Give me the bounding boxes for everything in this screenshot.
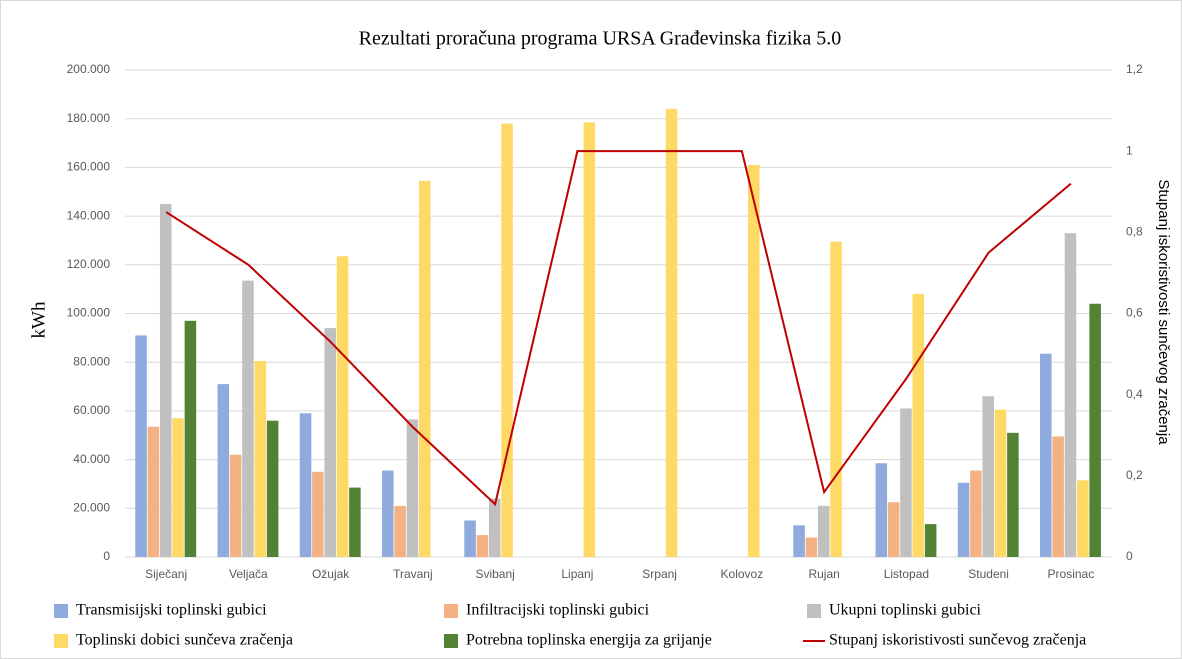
x-tick-label: Veljača [229, 567, 268, 581]
bar [817, 505, 830, 557]
bar [887, 502, 900, 557]
legend-label: Infiltracijski toplinski gubici [466, 602, 650, 619]
bar [394, 505, 406, 557]
bar [147, 426, 160, 557]
y-tick-label: 180.000 [67, 111, 111, 125]
bar [1089, 303, 1101, 557]
chart-title: Rezultati proračuna programa URSA Građev… [359, 28, 842, 50]
y-tick-label: 60.000 [73, 403, 110, 417]
legend-label: Stupanj iskoristivosti sunčevog zračenja [829, 632, 1086, 649]
bar [266, 420, 279, 557]
bar [583, 122, 596, 557]
y-tick-label: 160.000 [67, 160, 111, 174]
legend-label: Transmisijski toplinski gubici [76, 602, 267, 619]
bar [242, 280, 254, 557]
bar [665, 108, 678, 558]
bar [229, 454, 242, 557]
bar [924, 524, 937, 557]
legend-marker [54, 634, 68, 648]
bar [382, 470, 394, 557]
legend-marker [444, 604, 458, 618]
legend-marker [54, 604, 68, 618]
y-axis-label: kWh [28, 301, 49, 338]
bar [312, 471, 324, 557]
bar [464, 520, 476, 557]
bar [488, 498, 501, 557]
bar [336, 256, 349, 557]
y-tick-label: 80.000 [73, 354, 110, 368]
x-tick-label: Kolovoz [721, 567, 764, 581]
bar [875, 463, 888, 557]
bar [1052, 436, 1064, 557]
bar [476, 535, 489, 557]
x-tick-label: Rujan [808, 567, 839, 581]
bar [254, 360, 267, 557]
y-tick-label: 140.000 [67, 208, 111, 222]
y2-tick-label: 0 [1126, 549, 1133, 563]
y-tick-label: 120.000 [67, 257, 111, 271]
bar [1040, 353, 1052, 557]
y-tick-label: 20.000 [73, 500, 110, 514]
bar [419, 180, 431, 558]
bar [501, 123, 513, 557]
bar [970, 470, 982, 557]
x-tick-label: Prosinac [1048, 567, 1095, 581]
x-tick-label: Lipanj [561, 567, 593, 581]
y2-tick-label: 0,8 [1126, 225, 1143, 239]
bar [748, 164, 760, 557]
legend-label: Toplinski dobici sunčeva zračenja [76, 632, 293, 649]
bar [159, 203, 172, 558]
bar [172, 418, 184, 557]
legend-marker [807, 604, 821, 618]
bar [982, 396, 994, 557]
bar [217, 384, 230, 557]
bar [805, 537, 818, 557]
bar [135, 335, 147, 557]
legend-label: Ukupni toplinski gubici [829, 602, 982, 619]
y2-tick-label: 0,2 [1126, 468, 1143, 482]
x-tick-label: Siječanj [145, 567, 187, 581]
bar [957, 482, 970, 557]
y2-tick-label: 0,4 [1126, 387, 1143, 401]
x-tick-label: Srpanj [642, 567, 677, 581]
y-tick-label: 100.000 [67, 306, 111, 320]
y-tick-label: 0 [103, 549, 110, 563]
legend-marker [444, 634, 458, 648]
bar [349, 487, 361, 557]
x-tick-label: Travanj [393, 567, 433, 581]
y2-axis-label: Stupanj iskoristivosti sunčevog zračenja [1155, 179, 1172, 445]
y2-tick-label: 1,2 [1126, 62, 1143, 76]
bar [1077, 480, 1089, 557]
bar [299, 413, 312, 557]
bar [830, 241, 842, 558]
bar [406, 419, 419, 557]
bar [994, 409, 1007, 557]
bar [1007, 432, 1019, 557]
x-tick-label: Listopad [884, 567, 929, 581]
x-tick-label: Studeni [968, 567, 1009, 581]
y-tick-label: 40.000 [73, 452, 110, 466]
x-tick-label: Svibanj [475, 567, 514, 581]
y2-tick-label: 0,6 [1126, 306, 1143, 320]
x-tick-label: Ožujak [312, 567, 350, 581]
bar [324, 328, 336, 557]
legend-label: Potrebna toplinska energija za grijanje [466, 632, 712, 649]
bar [1064, 233, 1077, 557]
bar [900, 408, 912, 557]
bar [184, 320, 197, 557]
y2-tick-label: 1 [1126, 143, 1133, 157]
bar [793, 525, 805, 557]
y-tick-label: 200.000 [67, 62, 111, 76]
line-series [165, 150, 1072, 507]
bar [912, 294, 925, 557]
